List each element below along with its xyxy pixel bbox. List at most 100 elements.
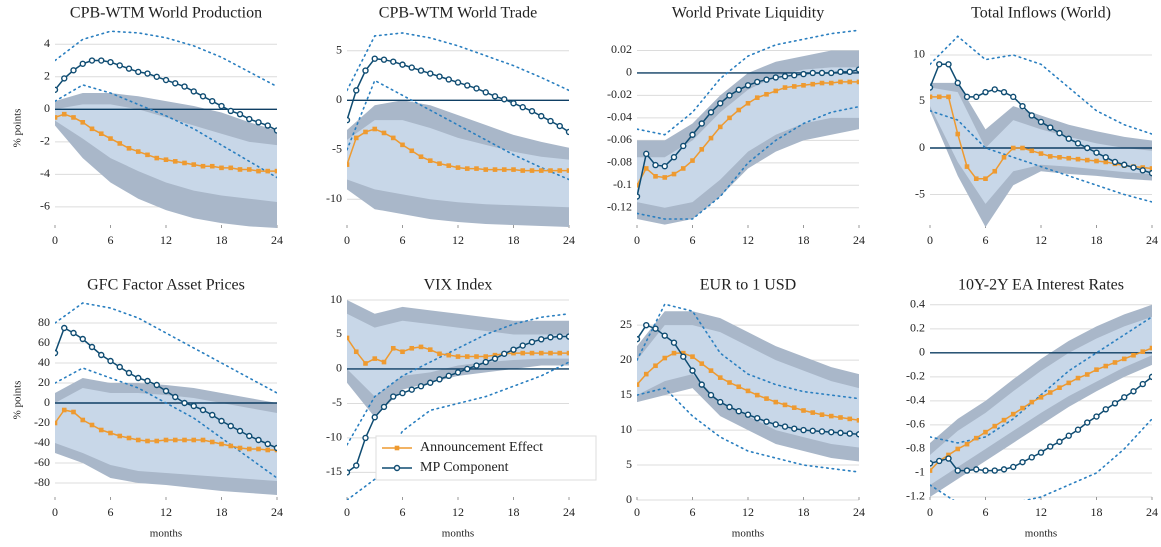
marker xyxy=(464,365,471,373)
marker xyxy=(717,124,723,130)
panel: EUR to 1 USD 25 20 15 10 5 00 6 12 18 24 months xyxy=(620,277,865,540)
x-tick-label: 0 xyxy=(52,233,58,247)
marker xyxy=(116,62,123,69)
marker xyxy=(809,427,816,434)
marker xyxy=(418,154,424,160)
marker xyxy=(190,88,197,95)
plot-area xyxy=(637,303,859,473)
marker xyxy=(744,411,752,418)
marker xyxy=(680,142,687,150)
marker xyxy=(1111,400,1119,407)
y-tick-label: 0 xyxy=(44,395,50,409)
panel: Total Inflows (World) 10 5 0 -5 0 6 12 18 24 xyxy=(913,5,1158,247)
marker xyxy=(135,149,141,154)
x-tick-label: 24 xyxy=(563,233,575,247)
marker xyxy=(98,351,105,359)
marker xyxy=(436,73,443,80)
marker xyxy=(427,379,434,386)
marker xyxy=(399,389,406,397)
marker xyxy=(511,167,516,172)
x-tick-label: 0 xyxy=(927,505,933,519)
panel-title: CPB-WTM World Trade xyxy=(379,5,537,22)
marker xyxy=(643,150,650,158)
marker xyxy=(782,402,788,408)
marker xyxy=(819,412,825,417)
marker xyxy=(209,97,216,105)
marker xyxy=(98,131,104,136)
marker xyxy=(437,161,442,166)
marker xyxy=(371,414,378,421)
marker xyxy=(436,376,443,383)
marker xyxy=(643,371,649,377)
y-tick-label: -5 xyxy=(915,186,925,200)
y-tick-label: 2 xyxy=(44,69,50,83)
marker xyxy=(963,93,971,101)
y-tick-label: -60 xyxy=(34,455,50,469)
marker xyxy=(717,398,724,406)
marker xyxy=(946,94,951,100)
marker xyxy=(236,110,244,118)
x-tick-label: 6 xyxy=(983,233,989,247)
marker xyxy=(689,131,696,138)
marker xyxy=(717,100,724,107)
x-tick-label: 6 xyxy=(983,505,989,519)
y-tick-label: 20 xyxy=(620,352,632,366)
marker xyxy=(1000,88,1008,96)
marker xyxy=(353,87,360,94)
y-tick-label: -10 xyxy=(326,430,342,444)
marker xyxy=(698,120,705,127)
marker xyxy=(390,58,397,65)
marker xyxy=(671,171,677,177)
marker xyxy=(125,65,133,72)
marker xyxy=(1140,349,1146,354)
x-tick-label: 24 xyxy=(271,505,283,519)
marker xyxy=(492,167,498,172)
marker xyxy=(172,159,178,164)
marker xyxy=(353,462,360,469)
marker xyxy=(55,349,59,357)
marker xyxy=(744,82,752,89)
marker xyxy=(936,457,943,465)
y-tick-label: -6 xyxy=(40,199,50,213)
marker xyxy=(1112,360,1118,365)
marker xyxy=(652,325,659,332)
marker xyxy=(556,122,563,130)
marker xyxy=(1149,166,1152,171)
marker xyxy=(764,396,769,401)
marker xyxy=(1084,157,1090,163)
y-tick-label: 0 xyxy=(919,345,925,359)
y-tick-label: 15 xyxy=(620,387,632,401)
marker xyxy=(380,403,388,411)
marker xyxy=(445,76,452,83)
x-tick-label: 6 xyxy=(690,233,696,247)
marker xyxy=(347,335,350,341)
marker xyxy=(347,469,351,476)
marker xyxy=(538,168,544,173)
marker xyxy=(726,403,733,411)
marker xyxy=(557,350,563,356)
marker xyxy=(800,70,807,78)
y-tick-label: -0.08 xyxy=(607,155,632,169)
marker xyxy=(380,56,388,63)
marker xyxy=(529,168,535,173)
panel: CPB-WTM World Trade 5 0 -5 -10 0 6 12 18 24 xyxy=(326,5,575,247)
marker xyxy=(736,384,742,390)
marker xyxy=(89,422,95,428)
marker xyxy=(191,437,197,443)
x-tick-label: 12 xyxy=(742,233,754,247)
marker xyxy=(70,67,77,74)
marker xyxy=(846,68,853,76)
marker xyxy=(362,434,369,442)
marker xyxy=(557,168,563,173)
marker xyxy=(773,399,779,405)
marker xyxy=(125,369,133,377)
marker xyxy=(79,335,86,343)
marker xyxy=(190,402,197,410)
marker xyxy=(699,361,705,366)
marker xyxy=(1139,167,1146,174)
x-tick-label: 24 xyxy=(563,505,575,519)
marker xyxy=(828,80,834,86)
marker xyxy=(1121,394,1128,401)
marker xyxy=(754,414,761,422)
